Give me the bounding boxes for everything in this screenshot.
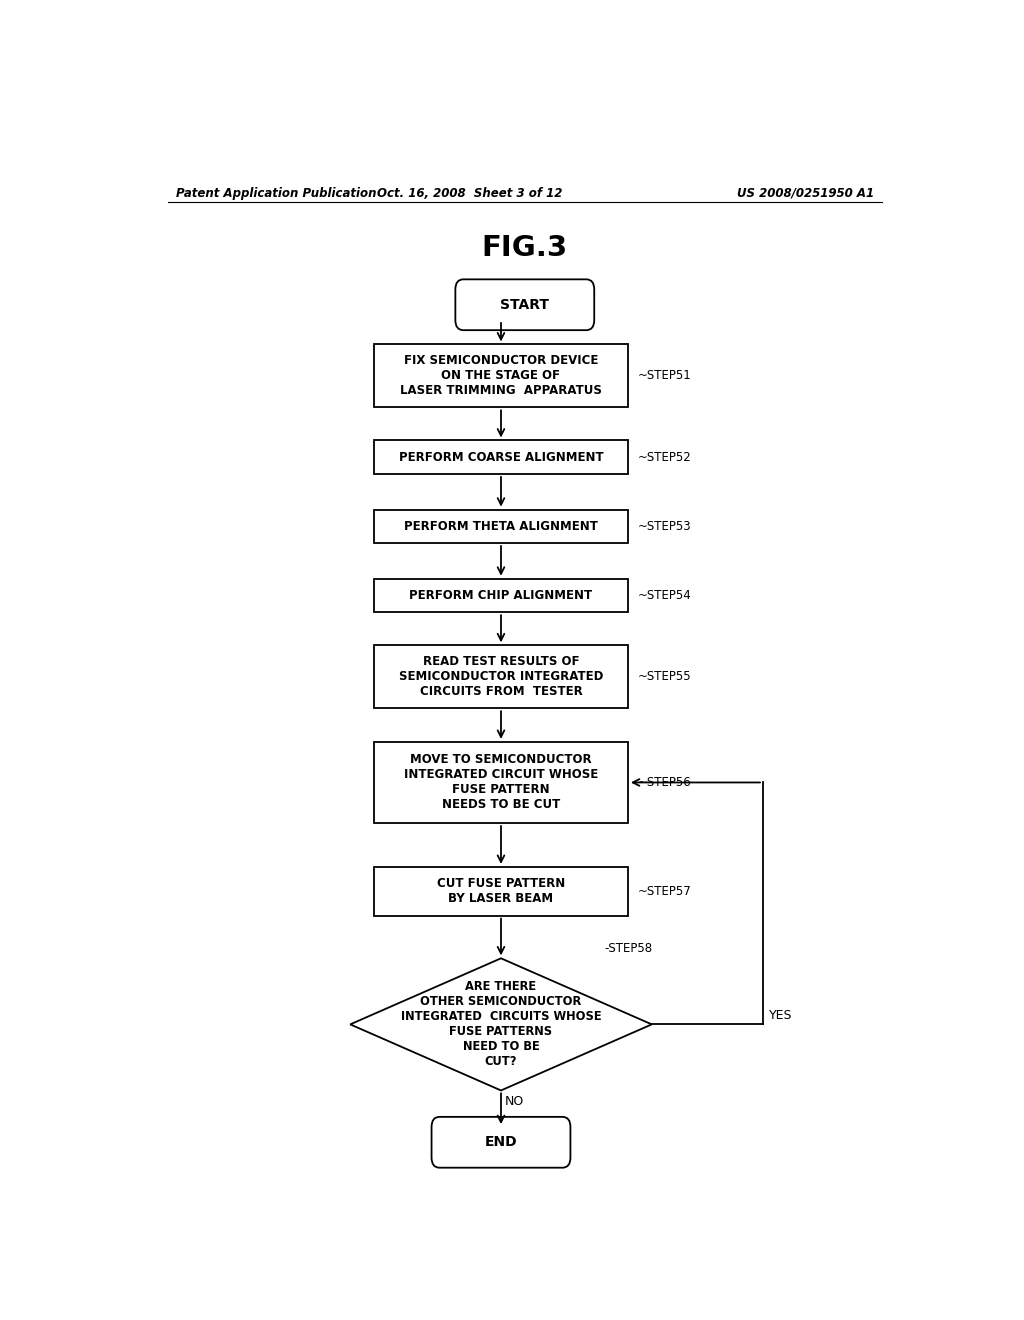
Text: ARE THERE
OTHER SEMICONDUCTOR
INTEGRATED  CIRCUITS WHOSE
FUSE PATTERNS
NEED TO B: ARE THERE OTHER SEMICONDUCTOR INTEGRATED… (400, 981, 601, 1068)
Text: ~STEP55: ~STEP55 (638, 671, 691, 684)
Text: PERFORM COARSE ALIGNMENT: PERFORM COARSE ALIGNMENT (398, 450, 603, 463)
Text: PERFORM CHIP ALIGNMENT: PERFORM CHIP ALIGNMENT (410, 589, 593, 602)
Bar (374, 645, 628, 709)
Text: ~STEP56: ~STEP56 (638, 776, 691, 789)
Text: START: START (501, 298, 549, 312)
Bar (374, 510, 628, 543)
Text: ~STEP54: ~STEP54 (638, 589, 691, 602)
Text: YES: YES (769, 1010, 793, 1022)
Text: READ TEST RESULTS OF
SEMICONDUCTOR INTEGRATED
CIRCUITS FROM  TESTER: READ TEST RESULTS OF SEMICONDUCTOR INTEG… (398, 655, 603, 698)
Polygon shape (350, 958, 651, 1090)
Bar (374, 578, 628, 612)
Text: ~STEP52: ~STEP52 (638, 450, 691, 463)
Text: FIG.3: FIG.3 (481, 234, 568, 261)
Bar (374, 345, 628, 408)
Bar (374, 441, 628, 474)
Text: CUT FUSE PATTERN
BY LASER BEAM: CUT FUSE PATTERN BY LASER BEAM (437, 878, 565, 906)
Bar (374, 867, 628, 916)
Text: ~STEP53: ~STEP53 (638, 520, 691, 533)
Text: PERFORM THETA ALIGNMENT: PERFORM THETA ALIGNMENT (404, 520, 598, 533)
FancyBboxPatch shape (456, 280, 594, 330)
Text: ~STEP57: ~STEP57 (638, 884, 691, 898)
Text: NO: NO (505, 1094, 524, 1107)
Text: END: END (484, 1135, 517, 1150)
Text: Patent Application Publication: Patent Application Publication (176, 187, 376, 199)
Text: ~STEP51: ~STEP51 (638, 370, 691, 383)
Text: FIX SEMICONDUCTOR DEVICE
ON THE STAGE OF
LASER TRIMMING  APPARATUS: FIX SEMICONDUCTOR DEVICE ON THE STAGE OF… (400, 354, 602, 397)
Bar (374, 742, 628, 824)
Text: Oct. 16, 2008  Sheet 3 of 12: Oct. 16, 2008 Sheet 3 of 12 (377, 187, 562, 199)
Text: MOVE TO SEMICONDUCTOR
INTEGRATED CIRCUIT WHOSE
FUSE PATTERN
NEEDS TO BE CUT: MOVE TO SEMICONDUCTOR INTEGRATED CIRCUIT… (403, 754, 598, 812)
Text: -STEP58: -STEP58 (604, 942, 652, 956)
Text: US 2008/0251950 A1: US 2008/0251950 A1 (737, 187, 873, 199)
FancyBboxPatch shape (431, 1117, 570, 1168)
